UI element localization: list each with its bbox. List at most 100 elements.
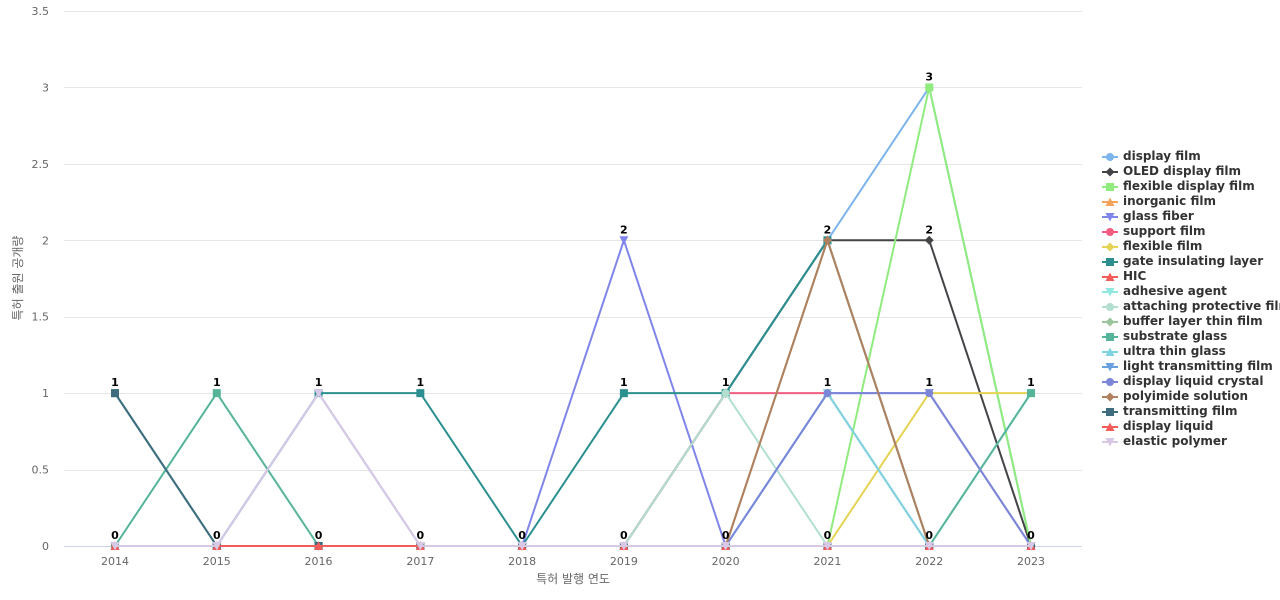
legend-symbol: [1102, 317, 1118, 326]
legend-label: display liquid crystal: [1123, 374, 1264, 388]
legend-item[interactable]: substrate glass: [1102, 329, 1280, 344]
data-label: 0: [315, 529, 323, 542]
legend-symbol: [1102, 212, 1118, 221]
data-label: 0: [824, 529, 832, 542]
legend-item[interactable]: inorganic film: [1102, 194, 1280, 209]
legend-item[interactable]: light transmitting film: [1102, 359, 1280, 374]
legend-label: inorganic film: [1123, 194, 1216, 208]
legend-label: glass fiber: [1123, 209, 1194, 223]
x-tick-label: 2020: [712, 555, 740, 568]
x-tick-label: 2023: [1017, 555, 1045, 568]
legend-symbol: [1102, 407, 1118, 416]
legend-item[interactable]: support film: [1102, 224, 1280, 239]
data-point: [517, 542, 527, 551]
y-tick-label: 2: [42, 234, 49, 247]
legend-symbol: [1102, 302, 1118, 311]
x-tick-label: 2017: [406, 555, 434, 568]
legend-marker: [1105, 242, 1115, 251]
legend-marker: [1105, 422, 1115, 431]
legend-label: HIC: [1123, 269, 1147, 283]
data-label: 2: [620, 223, 628, 236]
legend-symbol: [1102, 152, 1118, 161]
legend-symbol: [1102, 287, 1118, 296]
legend-item[interactable]: display liquid crystal: [1102, 374, 1280, 389]
legend-item[interactable]: display film: [1102, 149, 1280, 164]
data-label: 0: [722, 529, 730, 542]
x-tick-label: 2016: [305, 555, 333, 568]
legend-item[interactable]: buffer layer thin film: [1102, 314, 1280, 329]
legend-label: transmitting film: [1123, 404, 1238, 418]
data-point: [1026, 542, 1036, 551]
legend-item[interactable]: ultra thin glass: [1102, 344, 1280, 359]
legend-item[interactable]: flexible film: [1102, 239, 1280, 254]
data-label: 2: [824, 223, 832, 236]
legend-symbol: [1102, 377, 1118, 386]
data-label: 1: [315, 376, 323, 389]
legend-item[interactable]: display liquid: [1102, 419, 1280, 434]
x-axis-title: 특허 발행 연도: [536, 571, 610, 586]
legend-symbol: [1102, 272, 1118, 281]
legend-symbol: [1102, 332, 1118, 341]
legend-marker: [1105, 362, 1115, 371]
y-tick-label: 0: [42, 540, 49, 553]
legend-label: buffer layer thin film: [1123, 314, 1263, 328]
data-label: 3: [925, 70, 933, 83]
x-tick-label: 2019: [610, 555, 638, 568]
legend-symbol: [1102, 182, 1118, 191]
legend-label: light transmitting film: [1123, 359, 1273, 373]
legend-item[interactable]: adhesive agent: [1102, 284, 1280, 299]
legend-item[interactable]: attaching protective film: [1102, 299, 1280, 314]
legend-marker: [1105, 197, 1115, 206]
legend-label: elastic polymer: [1123, 434, 1227, 448]
legend-item[interactable]: glass fiber: [1102, 209, 1280, 224]
data-point: [822, 542, 832, 551]
data-label: 0: [620, 529, 628, 542]
legend-item[interactable]: flexible display film: [1102, 179, 1280, 194]
legend-item[interactable]: transmitting film: [1102, 404, 1280, 419]
data-label-layer: 1 0 1 0 1 0 1 0 0 2 1 0 1 0 2 1 0 3 2 1 0 1 0: [111, 70, 1035, 542]
data-label: 0: [111, 529, 119, 542]
data-point: [619, 542, 629, 551]
legend-item[interactable]: OLED display film: [1102, 164, 1280, 179]
data-label: 0: [417, 529, 425, 542]
series-line: [115, 392, 1031, 547]
y-tick-label: 3.5: [32, 5, 50, 18]
legend-item[interactable]: gate insulating layer: [1102, 254, 1280, 269]
data-point: [925, 389, 934, 398]
legend-symbol: [1102, 422, 1118, 431]
legend-symbol: [1102, 197, 1118, 206]
legend-symbol: [1102, 242, 1118, 251]
data-label: 2: [925, 223, 933, 236]
x-axis-ticks: 2014 2015 2016 2017 2018 2019 2020 2021 2022 2023: [101, 555, 1045, 568]
data-point: [110, 542, 120, 551]
legend-item[interactable]: polyimide solution: [1102, 389, 1280, 404]
y-tick-label: 1: [42, 387, 49, 400]
legend-symbol: [1102, 362, 1118, 371]
legend-label: OLED display film: [1123, 164, 1241, 178]
legend-label: display liquid: [1123, 419, 1214, 433]
legend-label: display film: [1123, 149, 1201, 163]
x-tick-label: 2022: [915, 555, 943, 568]
y-tick-label: 0.5: [32, 464, 50, 477]
legend-marker: [1106, 257, 1114, 266]
data-label: 0: [1027, 529, 1035, 542]
data-point: [721, 389, 730, 398]
legend-marker: [1106, 152, 1114, 161]
legend-symbol: [1102, 392, 1118, 401]
legend-item[interactable]: HIC: [1102, 269, 1280, 284]
legend-item[interactable]: elastic polymer: [1102, 434, 1280, 449]
y-tick-label: 3: [42, 81, 49, 94]
legend-marker: [1106, 332, 1114, 341]
data-point: [925, 83, 934, 92]
series-flexible-display-film: [111, 83, 1035, 550]
data-label: 1: [111, 376, 119, 389]
legend-marker: [1106, 407, 1114, 416]
legend-label: support film: [1123, 224, 1206, 238]
data-point: [212, 389, 221, 398]
data-point: [924, 235, 934, 245]
data-label: 1: [824, 376, 832, 389]
data-label: 0: [518, 529, 526, 542]
legend-label: polyimide solution: [1123, 389, 1249, 403]
legend-label: attaching protective film: [1123, 299, 1280, 313]
legend-marker: [1105, 212, 1115, 221]
